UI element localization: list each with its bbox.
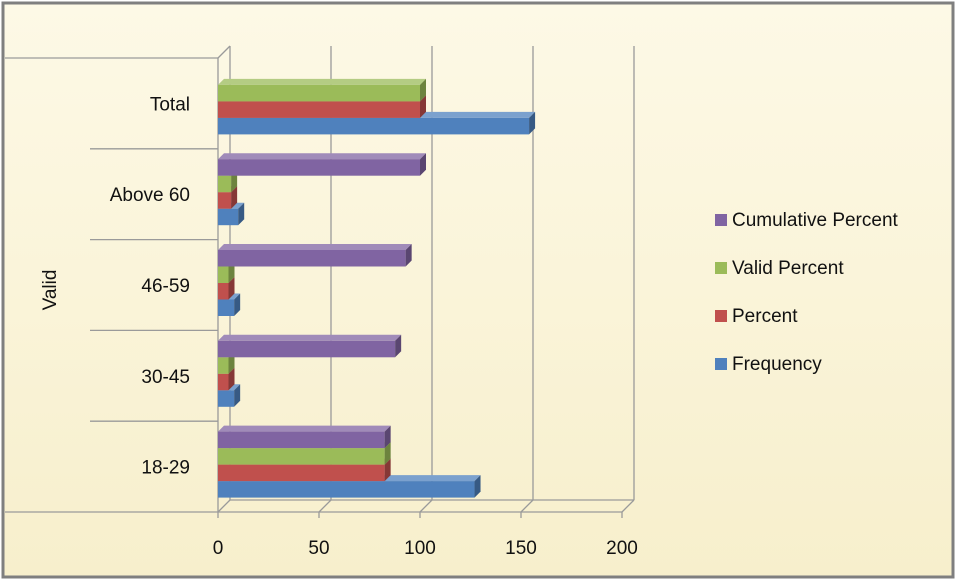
category-label: Total xyxy=(150,94,190,115)
bar xyxy=(218,244,412,267)
bar xyxy=(218,78,426,102)
bars xyxy=(218,78,536,498)
x-tick-label: 150 xyxy=(505,538,537,559)
legend-label: Frequency xyxy=(732,354,822,375)
legend-item: Cumulative Percent xyxy=(715,210,899,231)
legend-swatch xyxy=(715,358,727,370)
category-labels: 18-29 30-45 46-59 Above 60 Total xyxy=(110,94,190,478)
x-tick-label: 0 xyxy=(213,538,224,559)
legend-item: Frequency xyxy=(715,354,822,375)
wall-top-edge xyxy=(217,45,231,59)
floor-gridline xyxy=(318,499,332,513)
category-label: 46-59 xyxy=(141,276,190,297)
bar xyxy=(218,153,426,176)
legend-label: Cumulative Percent xyxy=(732,210,899,231)
bar xyxy=(218,425,391,449)
category-label: Above 60 xyxy=(110,185,190,206)
category-label: 30-45 xyxy=(141,367,190,388)
legend-swatch xyxy=(715,262,727,274)
category-label: 18-29 xyxy=(141,458,190,479)
x-tick-label: 200 xyxy=(606,538,638,559)
x-tick-label: 100 xyxy=(404,538,436,559)
group-label: Valid xyxy=(40,270,61,311)
floor-gridline xyxy=(520,499,534,513)
legend-item: Valid Percent xyxy=(715,258,844,279)
floor-gridline xyxy=(217,499,231,513)
x-tick-label: 50 xyxy=(308,538,329,559)
bar xyxy=(218,334,402,358)
legend-item: Percent xyxy=(715,306,798,327)
legend-label: Percent xyxy=(732,306,798,327)
legend-swatch xyxy=(715,310,727,322)
legend-label: Valid Percent xyxy=(732,258,844,279)
legend: Cumulative Percent Valid Percent Percent Fr… xyxy=(715,210,899,375)
x-tick-labels: 0 50 100 150 200 xyxy=(213,512,638,559)
floor-gridline xyxy=(419,499,433,513)
floor-gridline xyxy=(621,499,635,513)
legend-swatch xyxy=(715,214,727,226)
